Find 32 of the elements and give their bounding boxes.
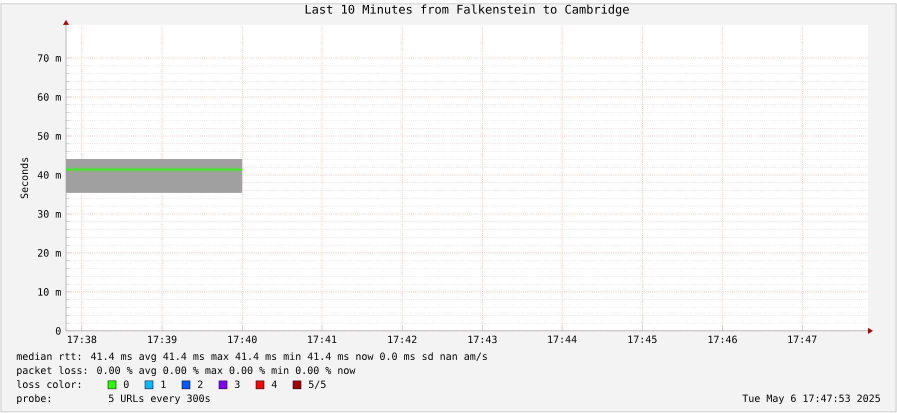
text: 5 URLs every 300s bbox=[108, 394, 210, 404]
legend-label: 4 bbox=[272, 380, 277, 388]
legend-label: 2 bbox=[198, 380, 202, 388]
legend-label: 5/5 bbox=[308, 380, 326, 389]
x-tick-label: 17:45 bbox=[628, 336, 657, 344]
x-tick-label: 17:47 bbox=[788, 336, 817, 343]
text: packet loss: 0.00 % avg 0.00 % max 0.00 % min 0.00 % now bbox=[17, 366, 356, 376]
y-tick-label: 50 m bbox=[38, 132, 61, 140]
chart-title: Last 10 Minutes from Falkenstein to Cambridge bbox=[306, 4, 629, 16]
x-tick-label: 17:40 bbox=[228, 336, 257, 344]
x-tick-label: 17:39 bbox=[148, 336, 176, 344]
x-tick-label: 17:43 bbox=[468, 336, 497, 344]
legend-label: 1 bbox=[161, 380, 166, 388]
text: probe: bbox=[17, 394, 50, 404]
x-tick-label: 17:38 bbox=[68, 336, 96, 344]
y-tick-label: 40 m bbox=[38, 171, 61, 179]
legend-label: 0 bbox=[124, 380, 129, 388]
legend-label: 3 bbox=[234, 380, 240, 388]
y-tick-label: 20 m bbox=[38, 249, 61, 257]
x-tick-label: 17:42 bbox=[388, 336, 416, 344]
x-tick-label: 17:41 bbox=[308, 336, 336, 343]
text: loss color: bbox=[17, 380, 80, 388]
y-tick-label: 70 m bbox=[38, 54, 61, 62]
x-tick-label: 17:44 bbox=[548, 336, 577, 343]
y-tick-label: 10 m bbox=[38, 288, 61, 296]
text: median rtt: 41.4 ms avg 41.4 ms max 41.4 ms min 41.4 ms now 0.0 ms sd nan am/s bbox=[16, 352, 487, 362]
y-tick-label: 60 m bbox=[38, 93, 61, 101]
x-tick-label: 17:46 bbox=[708, 336, 737, 344]
y-tick-label: 0 bbox=[56, 327, 61, 335]
y-tick-label: 30 m bbox=[38, 210, 61, 218]
y-axis-title: Seconds bbox=[20, 158, 28, 198]
text: Tue May 6 17:47:53 2025 bbox=[742, 394, 880, 404]
